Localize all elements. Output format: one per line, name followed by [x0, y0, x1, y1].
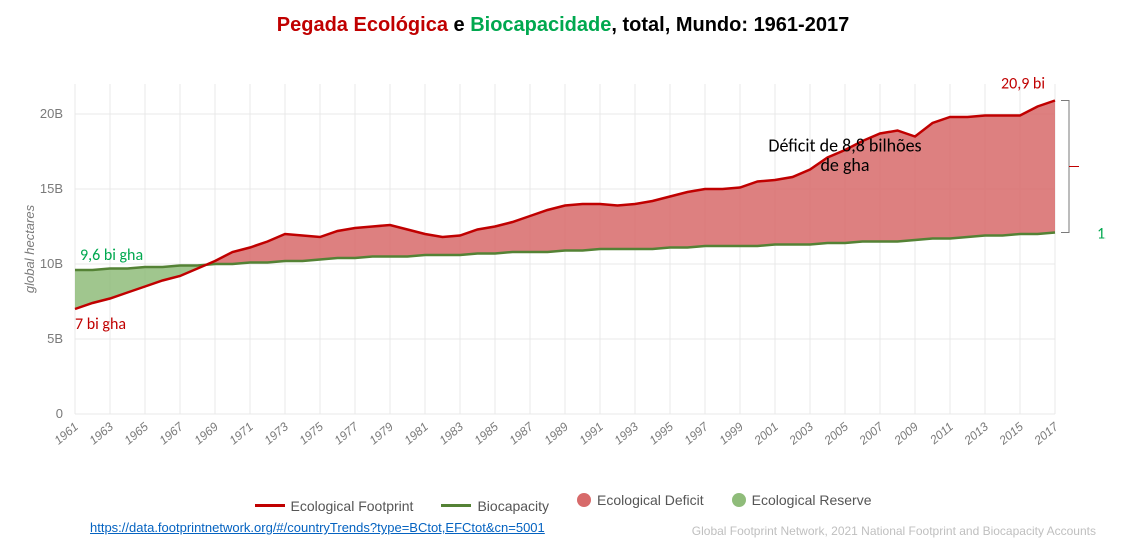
legend-item: Biocapacity	[441, 498, 549, 514]
legend-line-swatch	[441, 504, 471, 507]
title-footprint: Pegada Ecológica	[277, 14, 448, 36]
legend-label: Ecological Footprint	[291, 498, 414, 514]
svg-text:7 bi gha: 7 bi gha	[75, 315, 126, 334]
svg-text:1965: 1965	[121, 419, 151, 447]
svg-text:global hectares: global hectares	[22, 204, 37, 293]
legend-dot-swatch	[577, 493, 591, 507]
svg-text:1995: 1995	[646, 419, 676, 447]
svg-text:2001: 2001	[751, 420, 781, 449]
svg-text:15B: 15B	[40, 181, 63, 196]
svg-text:1983: 1983	[436, 419, 466, 447]
svg-text:de gha: de gha	[820, 154, 869, 176]
svg-text:2015: 2015	[996, 419, 1026, 448]
svg-text:1999: 1999	[716, 419, 746, 447]
svg-text:1973: 1973	[261, 419, 291, 447]
svg-text:2017: 2017	[1031, 419, 1062, 448]
chart-svg: 0 5B 10B 15B 20B 1961196319651967196919711973…	[20, 54, 1106, 484]
chart-title: Pegada Ecológica e Biocapacidade, total,…	[0, 14, 1126, 37]
svg-text:1971: 1971	[226, 420, 255, 448]
svg-text:1993: 1993	[611, 419, 641, 447]
legend-dot-swatch	[732, 493, 746, 507]
svg-text:9,6 bi gha: 9,6 bi gha	[80, 246, 143, 265]
svg-text:1991: 1991	[576, 420, 605, 448]
svg-text:20,9 bi: 20,9 bi	[1001, 75, 1045, 94]
svg-text:1977: 1977	[331, 419, 361, 448]
svg-text:2003: 2003	[786, 419, 816, 448]
footer: https://data.footprintnetwork.org/#/coun…	[0, 520, 1126, 535]
svg-text:1989: 1989	[541, 419, 571, 447]
legend-line-swatch	[255, 504, 285, 507]
svg-text:2009: 2009	[891, 419, 921, 448]
svg-text:2007: 2007	[856, 419, 887, 448]
source-text: Global Footprint Network, 2021 National …	[692, 524, 1096, 538]
source-link[interactable]: https://data.footprintnetwork.org/#/coun…	[90, 520, 545, 535]
svg-text:2005: 2005	[821, 419, 851, 448]
line-chart: 0 5B 10B 15B 20B 1961196319651967196919711973…	[20, 54, 1106, 484]
legend-item: Ecological Deficit	[577, 492, 704, 508]
svg-text:1985: 1985	[471, 419, 501, 447]
svg-text:1969: 1969	[191, 419, 221, 447]
svg-text:5B: 5B	[47, 331, 63, 346]
legend: Ecological Footprint Biocapacity Ecologica…	[0, 492, 1126, 514]
legend-label: Biocapacity	[477, 498, 549, 514]
legend-item: Ecological Footprint	[255, 498, 414, 514]
svg-text:20B: 20B	[40, 106, 63, 121]
svg-text:12,1 bi: 12,1 bi	[1097, 225, 1106, 244]
svg-text:0: 0	[56, 406, 63, 421]
svg-text:1967: 1967	[156, 419, 186, 448]
svg-text:1979: 1979	[366, 419, 396, 447]
title-biocap: Biocapacidade	[470, 14, 611, 36]
svg-text:1961: 1961	[51, 420, 80, 448]
svg-text:1981: 1981	[401, 420, 430, 448]
svg-text:10B: 10B	[40, 256, 63, 271]
legend-label: Ecological Reserve	[752, 492, 872, 508]
legend-label: Ecological Deficit	[597, 492, 704, 508]
legend-item: Ecological Reserve	[732, 492, 872, 508]
svg-text:1963: 1963	[86, 419, 116, 447]
svg-text:2011: 2011	[926, 420, 956, 448]
svg-text:1997: 1997	[681, 419, 711, 448]
svg-text:1987: 1987	[506, 419, 536, 448]
svg-text:2013: 2013	[961, 419, 991, 448]
svg-text:1975: 1975	[296, 419, 326, 447]
